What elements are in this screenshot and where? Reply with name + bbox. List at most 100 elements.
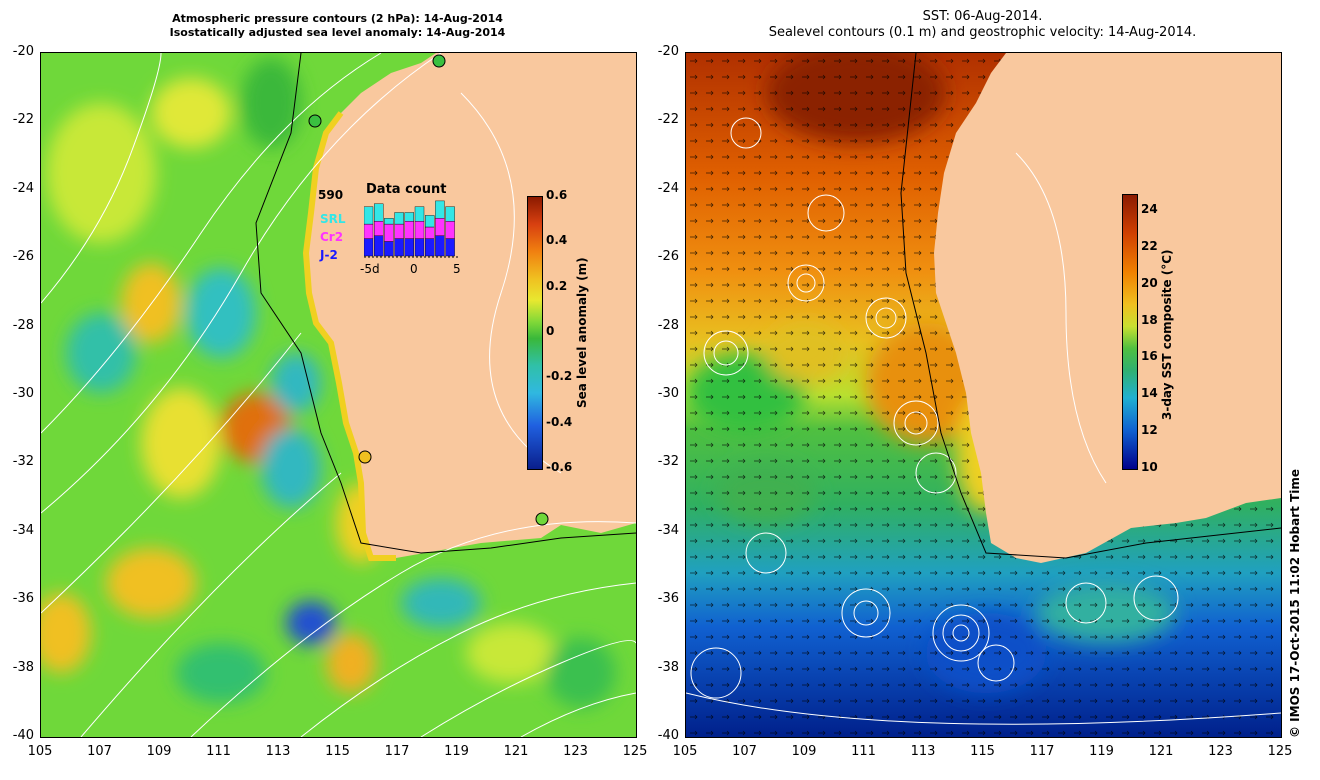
left-lon-tick: 121 bbox=[503, 744, 529, 759]
data-count-bar-j2 bbox=[414, 238, 425, 257]
data-count-bar-j2 bbox=[373, 235, 384, 257]
data-count-bar-j2 bbox=[435, 235, 445, 257]
right-lon-tick: 121 bbox=[1148, 744, 1174, 759]
sla-colorbar-tick: 0.2 bbox=[546, 278, 568, 293]
data-count-bar-srl bbox=[404, 212, 414, 222]
sla-colorbar-tick: -0.4 bbox=[546, 414, 573, 429]
right-lat-tick: -24 bbox=[657, 180, 679, 196]
data-count-bar-cr2 bbox=[414, 221, 425, 239]
data-count-axis-minus5: -5d bbox=[360, 262, 380, 276]
sla-anomaly-patches bbox=[41, 58, 616, 708]
right-lon-tick: 113 bbox=[910, 744, 936, 759]
australia-landmass bbox=[934, 53, 1281, 563]
sla-colorbar-label: Sea level anomaly (m) bbox=[575, 257, 589, 408]
left-lat-tick: -32 bbox=[12, 454, 34, 470]
data-count-bar-cr2 bbox=[394, 223, 404, 239]
sla-colorbar-tick: 0.4 bbox=[546, 233, 568, 248]
left-title-line2: Isostatically adjusted sea level anomaly… bbox=[169, 26, 506, 39]
left-lon-tick: 105 bbox=[27, 744, 53, 759]
left-lat-tick: -40 bbox=[12, 728, 34, 743]
data-count-chart bbox=[364, 200, 458, 258]
data-count-bar-cr2 bbox=[384, 223, 394, 242]
left-lon-tick: 109 bbox=[146, 744, 172, 759]
right-lat-tick: -40 bbox=[657, 728, 679, 743]
sla-colorbar-tick: -0.6 bbox=[546, 460, 573, 474]
right-lat-tick: -36 bbox=[657, 591, 679, 607]
right-lat-tick: -26 bbox=[657, 249, 679, 265]
data-count-bar-srl bbox=[435, 200, 445, 219]
sst-colorbar-tick: 12 bbox=[1141, 423, 1158, 438]
right-lon-tick: 119 bbox=[1089, 744, 1114, 759]
right-lon-tick: 125 bbox=[1267, 744, 1293, 759]
sst-colorbar-tick: 14 bbox=[1141, 386, 1158, 401]
left-lon-tick: 123 bbox=[563, 744, 588, 759]
left-lat-tick: -34 bbox=[12, 522, 34, 538]
left-lat-tick: -22 bbox=[12, 112, 34, 128]
data-count-bar-j2 bbox=[445, 238, 455, 257]
copyright-notice: © IMOS 17-Oct-2015 11:02 Hobart Time bbox=[1288, 468, 1302, 738]
pressure-contours bbox=[41, 53, 636, 737]
sla-colorbar-tick: 0.6 bbox=[546, 188, 568, 202]
data-count-bar-j2 bbox=[425, 238, 435, 257]
left-lon-tick: 107 bbox=[87, 744, 112, 759]
left-lat-tick: -28 bbox=[12, 317, 34, 333]
sst-colorbar-label: 3-day SST composite (°C) bbox=[1160, 249, 1174, 420]
data-count-bar-cr2 bbox=[425, 226, 435, 239]
data-count-bar-cr2 bbox=[364, 223, 374, 239]
sst-map[interactable] bbox=[685, 52, 1282, 738]
australia-landmass bbox=[306, 53, 636, 558]
data-count-bar-cr2 bbox=[435, 218, 445, 236]
left-lon-tick: 117 bbox=[384, 744, 410, 759]
sst-colorbar-tick: 20 bbox=[1141, 275, 1158, 290]
left-lon-tick: 113 bbox=[265, 744, 291, 759]
right-lon-tick: 111 bbox=[851, 744, 876, 759]
left-lon-tick: 115 bbox=[325, 744, 350, 759]
data-count-bar-srl bbox=[373, 203, 384, 222]
right-lon-tick: 105 bbox=[672, 744, 698, 759]
data-count-bar-cr2 bbox=[445, 221, 455, 239]
left-lat-tick: -30 bbox=[12, 386, 34, 401]
sst-colorbar-tick: 22 bbox=[1141, 238, 1158, 253]
right-lon-tick: 107 bbox=[732, 744, 757, 759]
data-count-bar-srl bbox=[394, 212, 404, 225]
right-lat-tick: -32 bbox=[657, 454, 679, 470]
left-lon-tick: 119 bbox=[444, 744, 469, 759]
right-title-line2: Sealevel contours (0.1 m) and geostrophi… bbox=[768, 25, 1197, 40]
legend-cr2: Cr2 bbox=[320, 230, 344, 244]
right-lat-tick: -38 bbox=[657, 659, 679, 675]
sla-colorbar bbox=[527, 196, 543, 470]
shelf-break-isobath bbox=[900, 53, 1281, 559]
data-count-axis-0: 0 bbox=[410, 262, 418, 276]
sst-colorbar bbox=[1122, 194, 1138, 470]
left-lat-tick: -38 bbox=[12, 659, 34, 675]
data-count-bar-srl bbox=[425, 215, 435, 228]
right-lon-tick: 109 bbox=[791, 744, 817, 759]
data-count-axis-5: 5 bbox=[453, 262, 461, 276]
sla-colorbar-tick: 0 bbox=[546, 324, 555, 338]
data-count-max: 590 bbox=[318, 188, 344, 202]
data-count-bar-cr2 bbox=[404, 221, 414, 239]
data-count-bar-srl bbox=[414, 206, 425, 222]
right-lon-tick: 115 bbox=[970, 744, 995, 759]
right-lat-tick: -28 bbox=[657, 317, 679, 333]
right-lon-tick: 117 bbox=[1029, 744, 1055, 759]
shelf-break-isobath bbox=[255, 53, 636, 554]
data-count-title: Data count bbox=[366, 182, 447, 197]
right-lat-tick: -30 bbox=[657, 386, 679, 401]
sst-colorbar-tick: 10 bbox=[1141, 460, 1158, 474]
sla-colorbar-tick: -0.2 bbox=[546, 369, 573, 384]
data-count-bar-j2 bbox=[404, 238, 414, 257]
left-lat-tick: -26 bbox=[12, 249, 34, 265]
data-count-bar-cr2 bbox=[373, 221, 384, 236]
left-title-line1: Atmospheric pressure contours (2 hPa): 1… bbox=[172, 12, 503, 25]
left-lon-tick: 111 bbox=[206, 744, 231, 759]
data-count-bar-j2 bbox=[384, 241, 394, 257]
left-lon-tick: 125 bbox=[622, 744, 648, 759]
data-count-bar-srl bbox=[364, 206, 374, 225]
legend-srl: SRL bbox=[320, 212, 346, 226]
right-title-line1: SST: 06-Aug-2014. bbox=[922, 9, 1043, 24]
data-count-bar-j2 bbox=[364, 238, 374, 257]
right-lat-tick: -20 bbox=[657, 44, 679, 59]
sea-level-anomaly-map[interactable] bbox=[40, 52, 637, 738]
data-count-bar-j2 bbox=[394, 238, 404, 257]
